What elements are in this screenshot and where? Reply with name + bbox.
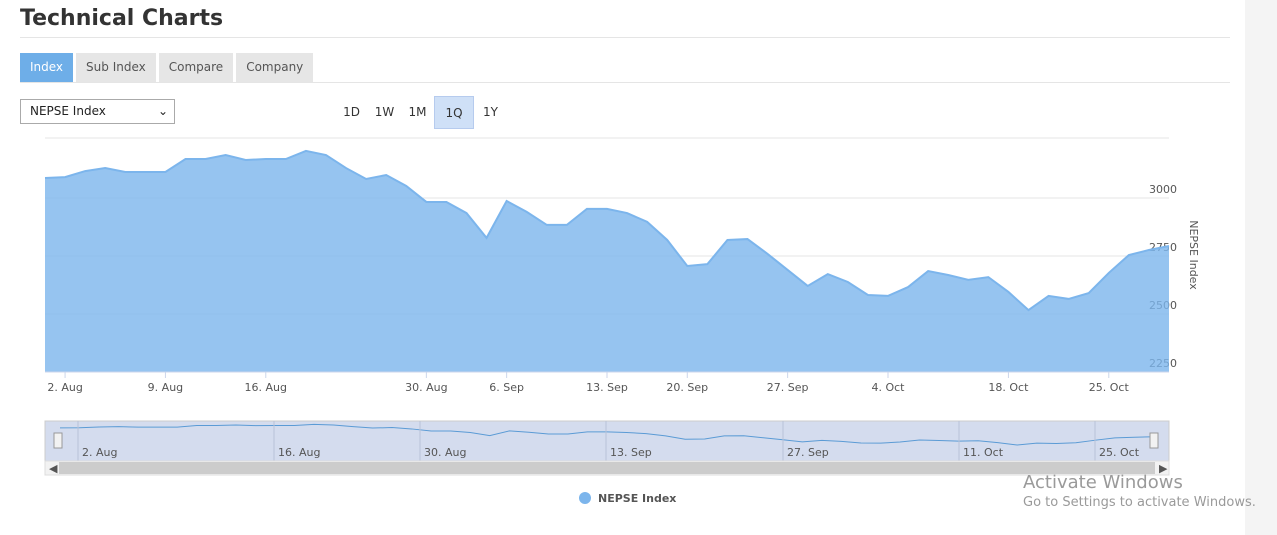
navigator-label: 16. Aug xyxy=(278,446,320,459)
legend-label: NEPSE Index xyxy=(598,492,676,505)
navigator-label: 13. Sep xyxy=(610,446,652,459)
range-button[interactable]: 1M xyxy=(408,105,427,119)
tabs: Index Sub Index Compare Company xyxy=(20,53,314,82)
line xyxy=(44,149,1170,312)
x-tick-label: 6. Sep xyxy=(489,381,524,394)
legend-symbol xyxy=(579,492,591,504)
x-tick-label: 2. Aug xyxy=(47,381,82,394)
navigator-label: 30. Aug xyxy=(424,446,466,459)
watermark-subtitle: Go to Settings to activate Windows. xyxy=(1023,495,1256,510)
scrollbar-thumb xyxy=(59,462,1155,474)
navigator-line xyxy=(59,423,1155,446)
select-text: NEPSE Index xyxy=(30,104,106,118)
scroll-right: ▶ xyxy=(1159,462,1168,475)
x-tick-label: 30. Aug xyxy=(405,381,447,394)
navigator-handle xyxy=(53,432,63,449)
x-tick-label: 13. Sep xyxy=(586,381,628,394)
divider xyxy=(20,37,1230,38)
x-tick-label: 27. Sep xyxy=(767,381,809,394)
watermark: Activate Windows Go to Settings to activ… xyxy=(1023,472,1256,510)
navigator-label: 25. Oct xyxy=(1099,446,1140,459)
divider xyxy=(20,82,1230,83)
x-tick-label: 18. Oct xyxy=(988,381,1029,394)
scroll-left: ◀ xyxy=(49,462,58,475)
x-tick-label: 9. Aug xyxy=(148,381,183,394)
y-axis-title: NEPSE Index xyxy=(1187,220,1200,290)
area xyxy=(45,150,1169,372)
tab[interactable]: Company xyxy=(236,53,314,82)
x-tick-label: 4. Oct xyxy=(871,381,905,394)
x-tick-label: 20. Sep xyxy=(666,381,708,394)
range-button[interactable]: 1W xyxy=(374,105,395,119)
select-arrow: ⌄ xyxy=(157,104,168,118)
watermark-title: Activate Windows xyxy=(1023,472,1183,493)
range-button[interactable]: 1D xyxy=(343,105,360,119)
range-button[interactable]: 1Q xyxy=(434,96,474,129)
y-tick-label: 3000 xyxy=(1149,183,1177,196)
range-buttons: 1D 1W 1M 1Q 1Y xyxy=(335,96,507,129)
navigator-label: 11. Oct xyxy=(963,446,1004,459)
navigator-label: 27. Sep xyxy=(787,446,829,459)
navigator-label: 2. Aug xyxy=(82,446,117,459)
page-title: Technical Charts xyxy=(20,6,224,31)
range-button[interactable]: 1Y xyxy=(483,105,498,119)
navigator-handle xyxy=(1149,432,1159,449)
tab[interactable]: Index xyxy=(20,53,74,82)
x-tick-label: 16. Aug xyxy=(245,381,287,394)
index-select[interactable]: NEPSE Index ⌄ xyxy=(20,99,175,124)
x-tick-label: 25. Oct xyxy=(1089,381,1130,394)
tab[interactable]: Sub Index xyxy=(76,53,156,82)
tab[interactable]: Compare xyxy=(158,53,234,82)
